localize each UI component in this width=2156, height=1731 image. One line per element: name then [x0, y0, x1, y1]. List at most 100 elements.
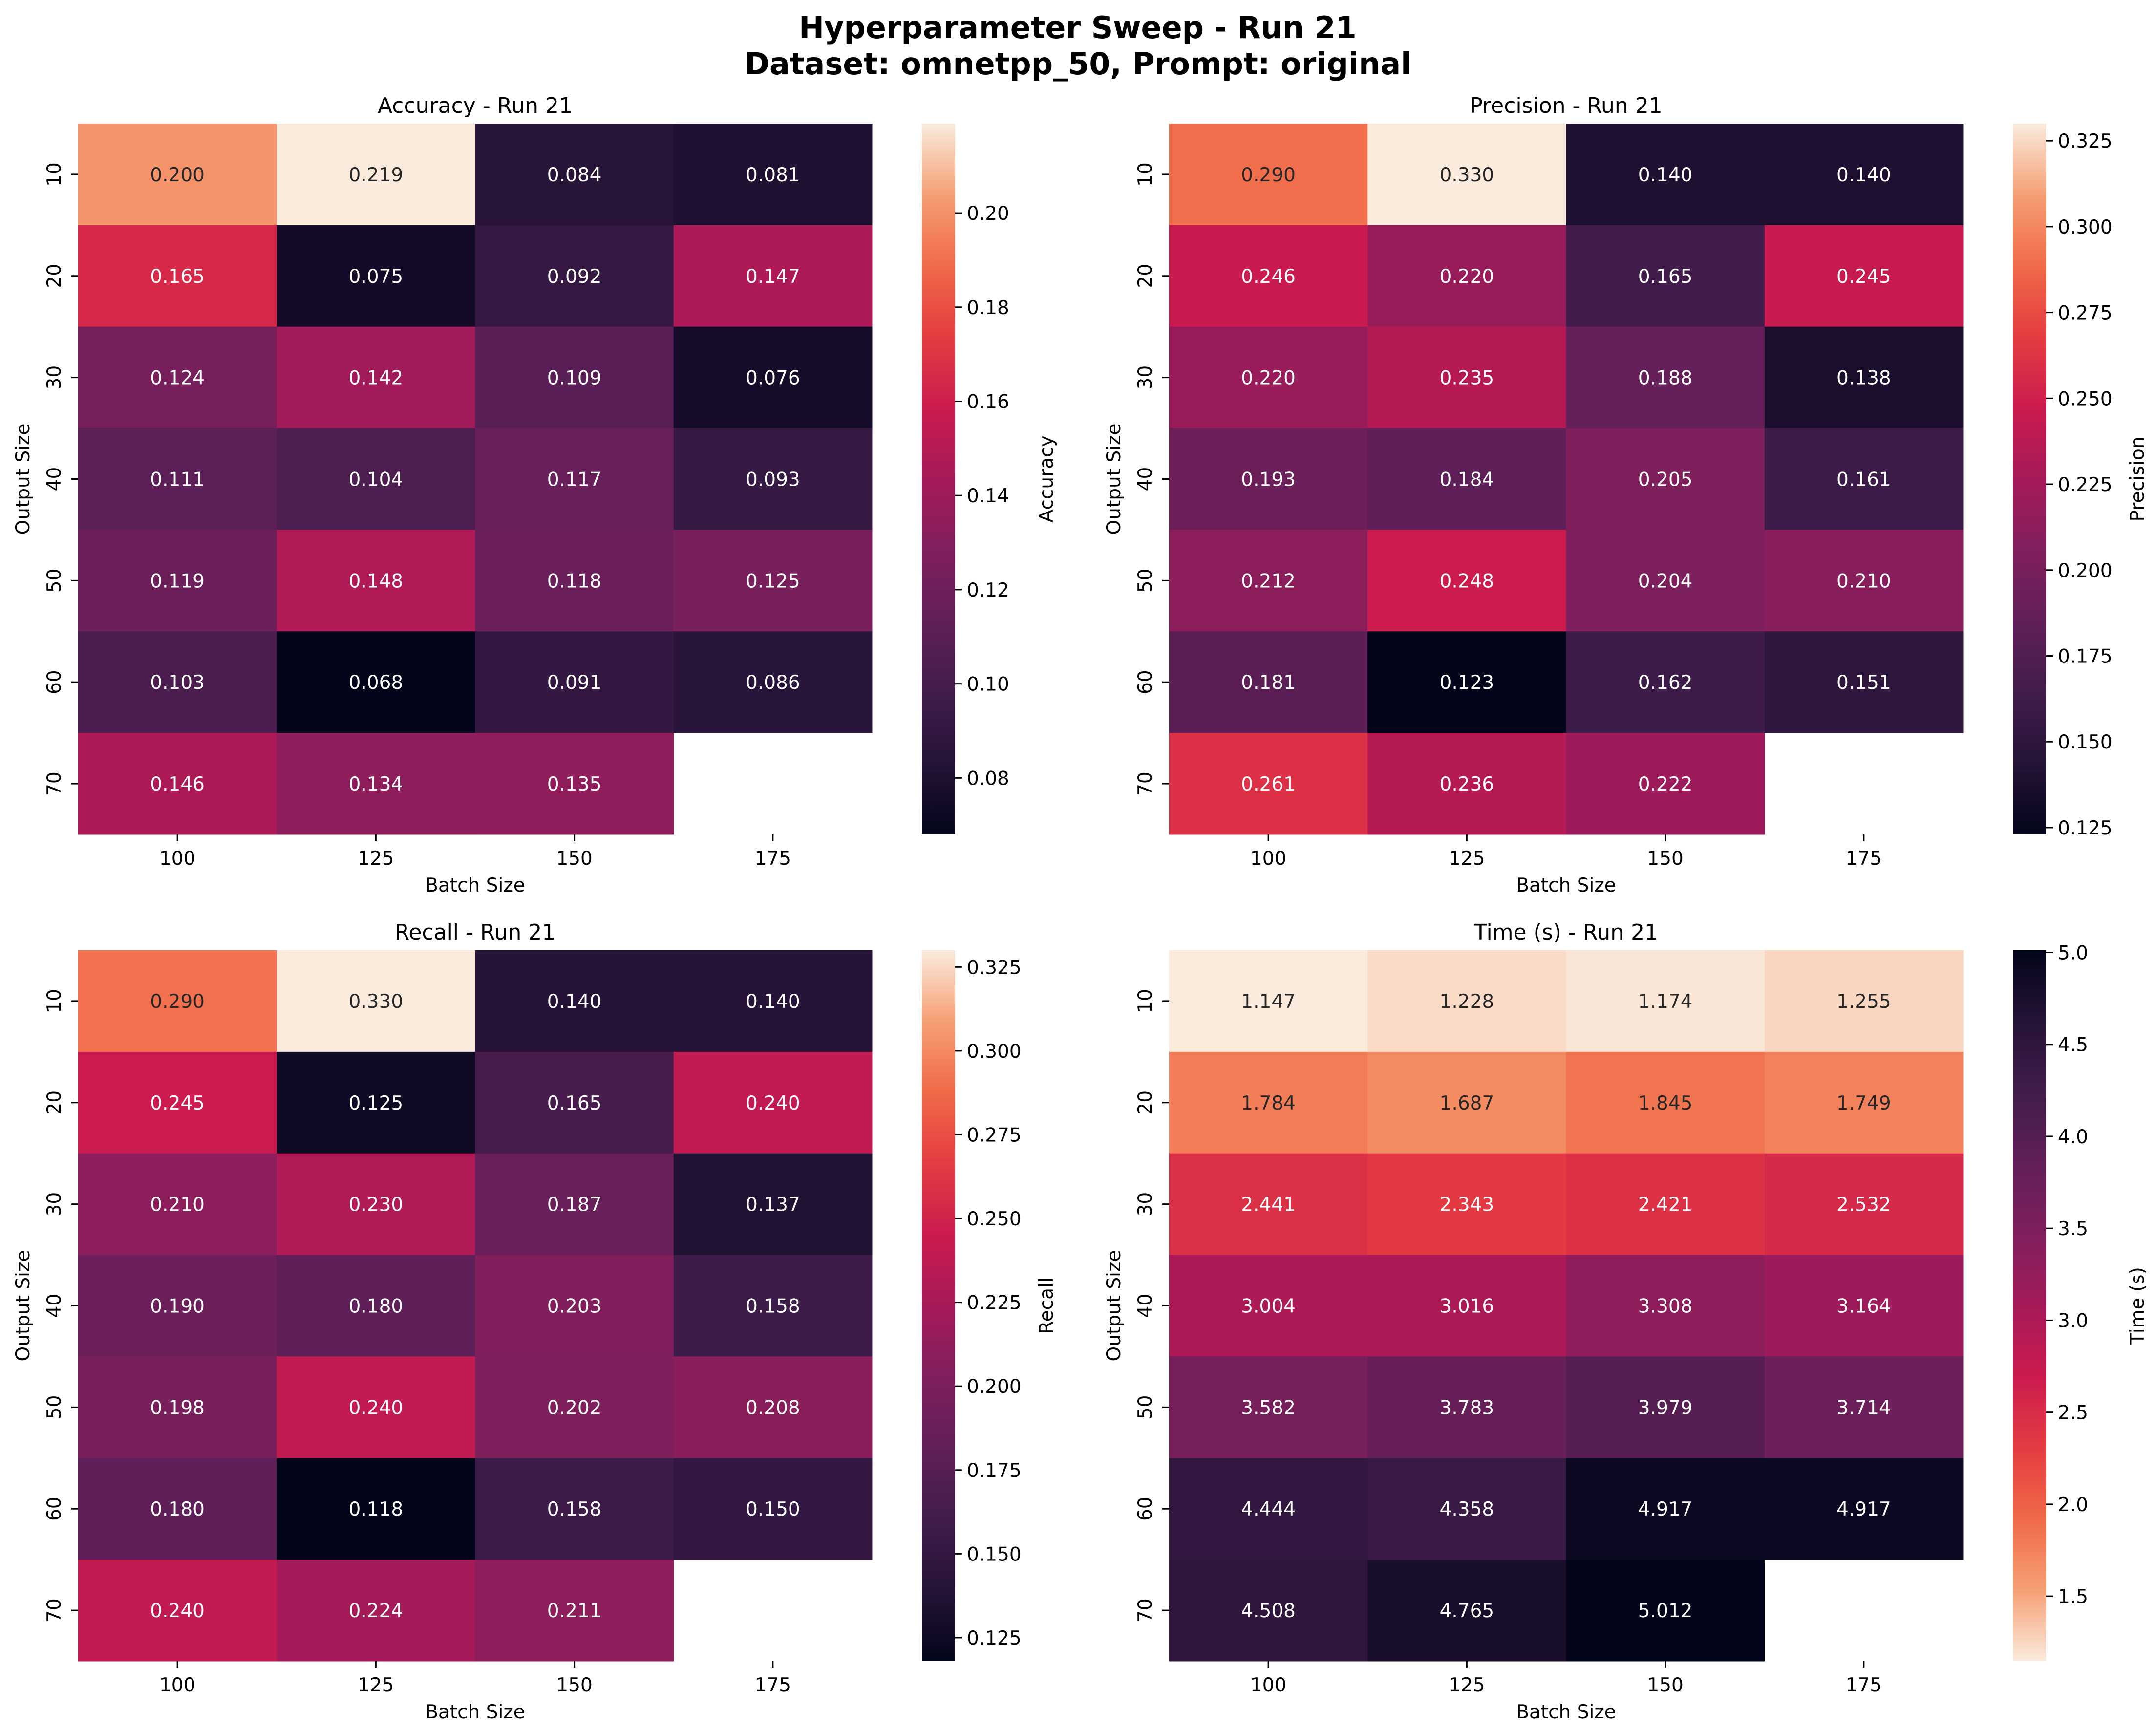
colorbar-tick-label: 0.20 — [967, 203, 1009, 225]
heatmap-cell — [673, 1153, 873, 1256]
cell-value-label: 2.532 — [1836, 1194, 1891, 1216]
y-tick-label: 40 — [43, 1294, 65, 1318]
cell-value-label: 0.148 — [349, 570, 404, 592]
heatmap-cell — [78, 1153, 277, 1256]
heatmap-cell — [475, 1356, 674, 1458]
heatmap-cell — [277, 1458, 475, 1560]
heatmap-cell — [1367, 950, 1566, 1052]
cell-value-label: 0.202 — [547, 1397, 602, 1419]
heatmap-cell — [1566, 1153, 1765, 1256]
heatmap-cell — [1764, 1356, 1964, 1458]
heatmap-panel-1: Accuracy - Run 21 0.200 0.219 0.084 0.081 0.1… — [12, 93, 1058, 897]
heatmap-cell — [475, 950, 674, 1052]
cell-value-label: 1.228 — [1440, 991, 1494, 1013]
colorbar-tick-label: 0.125 — [967, 1627, 1022, 1649]
heatmap-cell — [475, 428, 674, 530]
cell-value-label: 0.109 — [547, 367, 602, 389]
colorbar-tick-label: 4.5 — [2058, 1034, 2088, 1056]
cell-value-label: 0.222 — [1638, 773, 1693, 795]
heatmap-cell — [673, 530, 873, 632]
cell-value-label: 0.103 — [150, 672, 205, 694]
cell-value-label: 0.210 — [1836, 570, 1891, 592]
cell-value-label: 0.240 — [746, 1092, 800, 1114]
y-tick-label: 40 — [1134, 467, 1156, 492]
cell-value-label: 0.245 — [150, 1092, 205, 1114]
cell-value-label: 2.441 — [1241, 1194, 1296, 1216]
heatmap-cell — [1367, 1560, 1566, 1662]
cell-value-label: 0.137 — [746, 1194, 800, 1216]
cell-value-label: 0.236 — [1440, 773, 1494, 795]
cell-value-label: 1.174 — [1638, 991, 1693, 1013]
panel-title: Precision - Run 21 — [1470, 93, 1663, 118]
colorbar-tick-label: 0.18 — [967, 297, 1009, 319]
y-tick-label: 30 — [1134, 365, 1156, 390]
y-tick-label: 50 — [1134, 1395, 1156, 1420]
x-tick-label: 125 — [1449, 848, 1485, 870]
y-tick-label: 50 — [1134, 569, 1156, 593]
cell-value-label: 1.147 — [1241, 991, 1296, 1013]
y-axis-label: Output Size — [1103, 1250, 1125, 1362]
cell-value-label: 0.140 — [547, 991, 602, 1013]
heatmap-cell — [1367, 530, 1566, 632]
cell-value-label: 0.208 — [746, 1397, 800, 1419]
y-tick-label: 20 — [1134, 264, 1156, 288]
heatmap-cell — [78, 530, 277, 632]
heatmap-cell — [78, 326, 277, 429]
colorbar-tick-label: 0.300 — [2058, 216, 2113, 238]
y-tick-label: 50 — [43, 569, 65, 593]
heatmap-cell — [78, 225, 277, 327]
heatmap-cell — [1566, 124, 1765, 226]
cell-value-label: 0.068 — [349, 672, 404, 694]
cell-value-label: 0.165 — [1638, 266, 1693, 288]
cell-value-label: 0.181 — [1241, 672, 1296, 694]
y-tick-label: 30 — [1134, 1192, 1156, 1217]
colorbar-tick-label: 0.200 — [967, 1376, 1022, 1398]
heatmap-cell — [475, 1255, 674, 1357]
cell-value-label: 0.245 — [1836, 266, 1891, 288]
x-tick-label: 100 — [159, 848, 195, 870]
cell-value-label: 0.240 — [349, 1397, 404, 1419]
colorbar-tick-label: 0.225 — [967, 1292, 1022, 1314]
cell-value-label: 1.255 — [1836, 991, 1891, 1013]
x-tick-label: 100 — [1250, 1674, 1286, 1696]
heatmap-panel-3: Recall - Run 21 0.290 0.330 0.140 0.140 0.245… — [12, 920, 1058, 1723]
heatmap-cell — [277, 950, 475, 1052]
colorbar-tick-label: 0.12 — [967, 579, 1009, 601]
colorbar-tick-label: 0.225 — [2058, 474, 2113, 496]
cell-value-label: 0.224 — [349, 1600, 404, 1622]
cell-value-label: 0.212 — [1241, 570, 1296, 592]
heatmap-cell — [78, 124, 277, 226]
heatmap-cell — [78, 1255, 277, 1357]
figure-title-line1: Hyperparameter Sweep - Run 21 — [799, 10, 1357, 45]
cell-value-label: 0.246 — [1241, 266, 1296, 288]
cell-value-label: 0.290 — [1241, 164, 1296, 186]
x-tick-label: 100 — [1250, 848, 1286, 870]
heatmap-cell — [1764, 326, 1964, 429]
heatmap-cell — [277, 1356, 475, 1458]
heatmap-cell — [1169, 428, 1368, 530]
cell-value-label: 3.164 — [1836, 1296, 1891, 1318]
cell-value-label: 0.220 — [1440, 266, 1494, 288]
x-tick-label: 150 — [1647, 848, 1683, 870]
heatmap-cell — [475, 225, 674, 327]
cell-value-label: 0.119 — [150, 570, 205, 592]
heatmap-cell — [1367, 1255, 1566, 1357]
colorbar-tick-label: 0.275 — [967, 1124, 1022, 1146]
heatmap-cell — [1764, 631, 1964, 733]
heatmap-cell — [475, 1560, 674, 1662]
colorbar-tick-label: 0.14 — [967, 485, 1009, 507]
x-tick-label: 175 — [1846, 848, 1882, 870]
cell-value-label: 0.086 — [746, 672, 800, 694]
heatmap-cell — [277, 733, 475, 835]
y-tick-label: 20 — [43, 264, 65, 288]
heatmap-cell — [1169, 1560, 1368, 1662]
cell-value-label: 0.261 — [1241, 773, 1296, 795]
heatmap-cell — [1367, 1356, 1566, 1458]
colorbar — [922, 950, 955, 1661]
x-axis-label: Batch Size — [1516, 1701, 1616, 1723]
colorbar — [2013, 950, 2046, 1661]
cell-value-label: 0.118 — [547, 570, 602, 592]
y-tick-label: 20 — [43, 1090, 65, 1115]
cell-value-label: 3.308 — [1638, 1296, 1693, 1318]
